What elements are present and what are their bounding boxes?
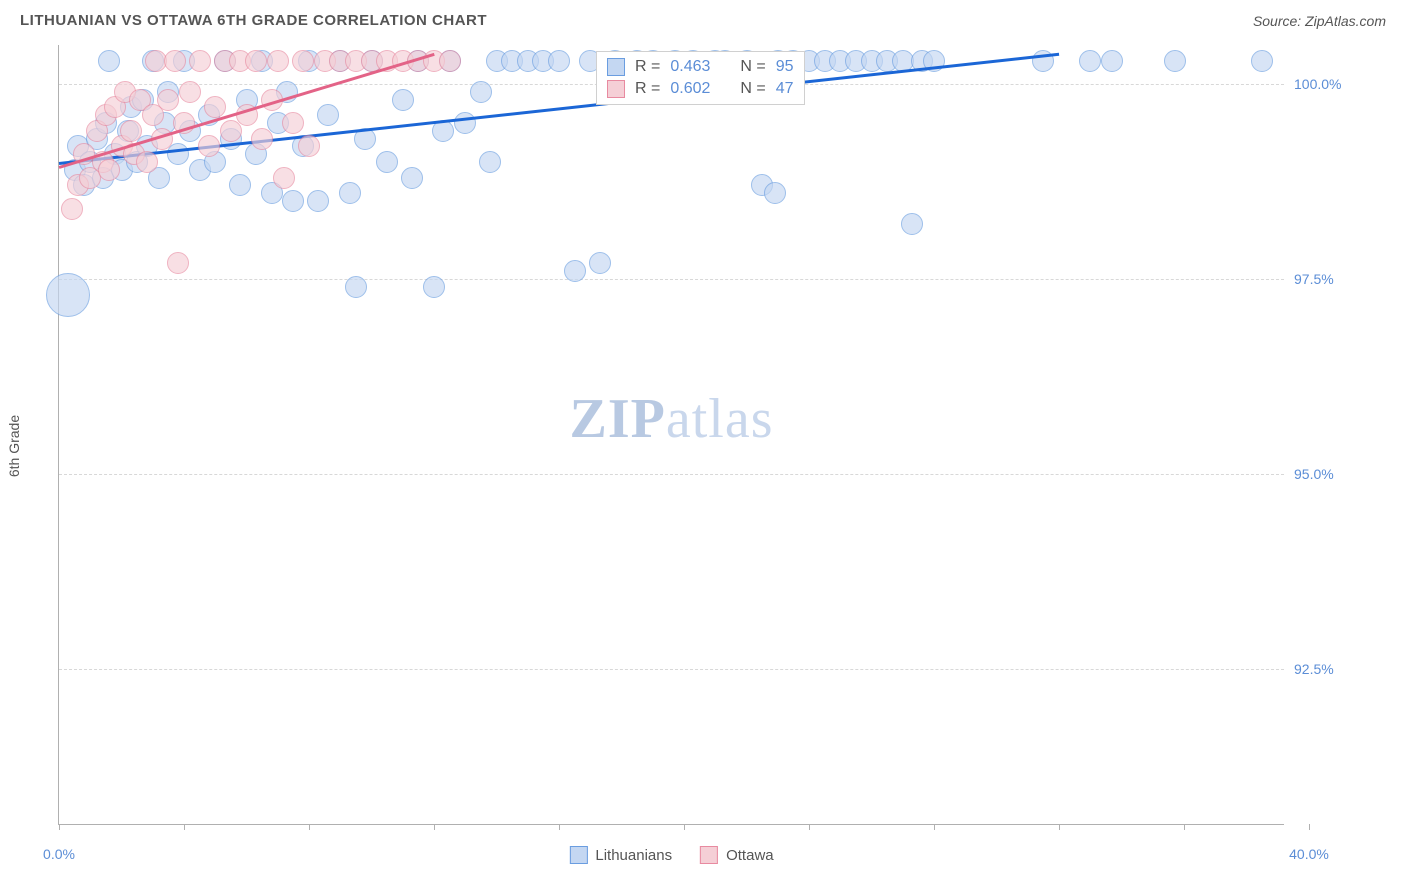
y-tick-label: 95.0% (1294, 466, 1384, 482)
legend-swatch (700, 846, 718, 864)
stat-r-value: 0.602 (670, 80, 710, 98)
chart-title: LITHUANIAN VS OTTAWA 6TH GRADE CORRELATI… (20, 12, 487, 29)
legend-item: Lithuanians (569, 846, 672, 864)
stats-box: R = 0.463 N = 95 R = 0.602 N = 47 (596, 51, 805, 105)
stats-row: R = 0.463 N = 95 (607, 56, 794, 78)
stat-n-label: N = (740, 58, 765, 76)
scatter-point (548, 50, 570, 72)
scatter-point (564, 260, 586, 282)
stat-n-label: N = (740, 80, 765, 98)
scatter-point (251, 128, 273, 150)
scatter-point (345, 276, 367, 298)
scatter-point (401, 167, 423, 189)
scatter-point (245, 50, 267, 72)
x-tick (309, 824, 310, 830)
stat-n-value: 47 (776, 80, 794, 98)
scatter-point (298, 135, 320, 157)
scatter-point (292, 50, 314, 72)
scatter-point (1101, 50, 1123, 72)
stat-r-label: R = (635, 58, 660, 76)
scatter-point (157, 89, 179, 111)
scatter-point (98, 159, 120, 181)
scatter-point (376, 151, 398, 173)
x-tick (1309, 824, 1310, 830)
scatter-point (61, 198, 83, 220)
scatter-point (317, 104, 339, 126)
scatter-point (282, 112, 304, 134)
scatter-point (439, 50, 461, 72)
chart-source: Source: ZipAtlas.com (1253, 13, 1386, 29)
scatter-point (339, 182, 361, 204)
scatter-point (198, 135, 220, 157)
stats-row: R = 0.602 N = 47 (607, 78, 794, 100)
y-axis-label: 6th Grade (6, 415, 22, 477)
stat-r-value: 0.463 (670, 58, 710, 76)
scatter-point (423, 276, 445, 298)
legend-swatch (569, 846, 587, 864)
scatter-point (46, 273, 90, 317)
x-tick (559, 824, 560, 830)
stat-r-label: R = (635, 80, 660, 98)
scatter-point (164, 50, 186, 72)
chart-header: LITHUANIAN VS OTTAWA 6TH GRADE CORRELATI… (12, 12, 1394, 37)
scatter-point (307, 190, 329, 212)
gridline (59, 279, 1284, 280)
scatter-point (470, 81, 492, 103)
watermark: ZIPatlas (570, 387, 774, 451)
scatter-point (229, 174, 251, 196)
x-tick (59, 824, 60, 830)
scatter-point (273, 167, 295, 189)
scatter-point (267, 50, 289, 72)
scatter-point (189, 50, 211, 72)
stat-n-value: 95 (776, 58, 794, 76)
scatter-point (1251, 50, 1273, 72)
legend-label: Ottawa (726, 847, 774, 864)
scatter-point (454, 112, 476, 134)
gridline (59, 669, 1284, 670)
scatter-point (764, 182, 786, 204)
x-tick (684, 824, 685, 830)
scatter-point (179, 81, 201, 103)
scatter-point (479, 151, 501, 173)
y-tick-label: 92.5% (1294, 661, 1384, 677)
x-tick-label: 0.0% (43, 846, 75, 862)
gridline (59, 474, 1284, 475)
scatter-point (901, 213, 923, 235)
scatter-point (167, 143, 189, 165)
legend-label: Lithuanians (595, 847, 672, 864)
scatter-point (136, 151, 158, 173)
watermark-light: atlas (666, 388, 774, 450)
y-tick-label: 97.5% (1294, 271, 1384, 287)
watermark-bold: ZIP (570, 388, 666, 450)
x-tick (934, 824, 935, 830)
scatter-point (1079, 50, 1101, 72)
stats-swatch (607, 58, 625, 76)
scatter-point (98, 50, 120, 72)
x-tick (1059, 824, 1060, 830)
scatter-point (167, 252, 189, 274)
scatter-point (589, 252, 611, 274)
scatter-point (120, 120, 142, 142)
scatter-point (282, 190, 304, 212)
scatter-point (204, 96, 226, 118)
scatter-point (1164, 50, 1186, 72)
chart-plot-area: ZIPatlas 100.0%97.5%95.0%92.5%0.0%40.0%R… (58, 45, 1284, 825)
x-tick (184, 824, 185, 830)
stats-swatch (607, 80, 625, 98)
x-tick-label: 40.0% (1289, 846, 1329, 862)
legend-item: Ottawa (700, 846, 774, 864)
x-tick (1184, 824, 1185, 830)
legend: Lithuanians Ottawa (569, 846, 773, 864)
x-tick (809, 824, 810, 830)
scatter-point (392, 89, 414, 111)
x-tick (434, 824, 435, 830)
y-tick-label: 100.0% (1294, 76, 1384, 92)
